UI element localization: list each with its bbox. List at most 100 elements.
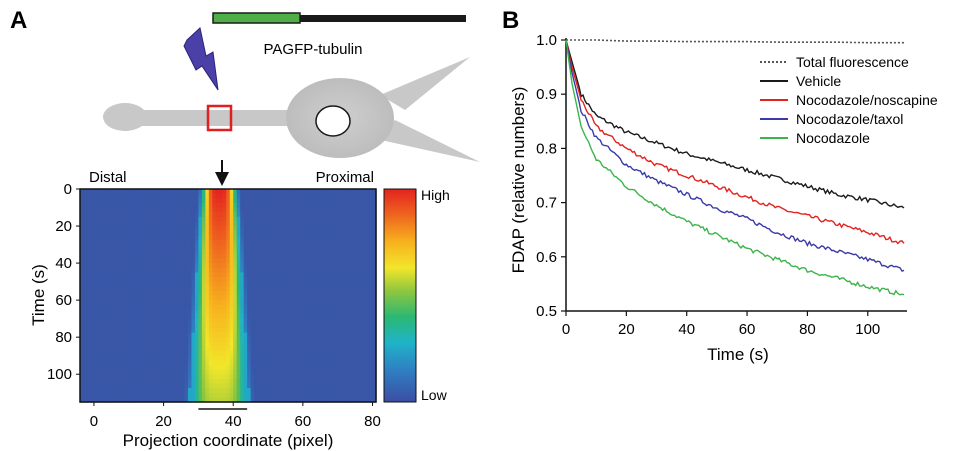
heatmap-cell — [355, 198, 360, 204]
heatmap-cell — [302, 258, 307, 264]
heatmap-cell — [372, 309, 377, 315]
heatmap-cell — [369, 360, 374, 366]
heatmap-cell — [160, 249, 165, 255]
heatmap-cell — [86, 300, 92, 306]
heatmap-cell — [330, 383, 335, 389]
heatmap-cell — [250, 212, 255, 218]
heatmap-cell — [187, 355, 193, 361]
heatmap-cell — [121, 369, 126, 375]
heatmap-cell — [250, 383, 255, 389]
heatmap-cell — [348, 244, 353, 250]
heatmap-cell — [229, 378, 234, 385]
heatmap-cell — [187, 360, 193, 366]
heatmap-cell — [198, 276, 203, 283]
heatmap-cell — [104, 267, 109, 273]
heatmap-cell — [254, 263, 259, 269]
heatmap-cell — [153, 397, 158, 403]
heatmap-cell — [111, 286, 116, 292]
heatmap-cell — [285, 244, 290, 250]
heatmap-cell — [174, 290, 179, 297]
heatmap-cell — [358, 355, 363, 361]
heatmap-cell — [313, 332, 318, 338]
heatmap-cell — [264, 212, 269, 218]
heatmap-cell — [372, 202, 377, 209]
heatmap-cell — [257, 267, 262, 273]
heatmap-cell — [285, 212, 290, 218]
heatmap-cell — [104, 221, 109, 227]
heatmap-cell — [222, 198, 227, 204]
heatmap-cell — [372, 263, 377, 269]
heatmap-cell — [306, 239, 311, 246]
heatmap-cell — [194, 258, 199, 264]
heatmap-cell — [372, 364, 377, 371]
heatmap-cell — [114, 230, 119, 236]
heatmap-cell — [80, 318, 85, 324]
heatmap-cell — [372, 207, 377, 213]
heatmap-cell — [111, 272, 116, 278]
heatmap-cell — [264, 235, 269, 241]
heatmap-cell — [365, 198, 370, 204]
heatmap-cell — [174, 239, 179, 246]
heatmap-cell — [236, 323, 241, 329]
heatmap-cell — [295, 198, 300, 204]
heatmap-cell — [257, 369, 262, 375]
heatmap-cell — [316, 392, 321, 398]
heatmap-cell — [177, 355, 182, 361]
heatmap-cell — [302, 198, 307, 204]
heatmap-cell — [201, 304, 206, 310]
heatmap-cell — [104, 369, 109, 375]
heatmap-cell — [191, 239, 196, 246]
heatmap-cell — [372, 378, 377, 385]
heatmap-cell — [198, 267, 203, 273]
heatmap-cell — [156, 374, 161, 380]
heatmap-cell — [240, 295, 245, 301]
heatmap-cell — [257, 341, 262, 348]
heatmap-cell — [302, 364, 307, 371]
heatmap-cell — [320, 239, 325, 246]
heatmap-cell — [292, 221, 297, 227]
heatmap-cell — [302, 226, 307, 232]
heatmap-cell — [208, 346, 213, 352]
heatmap-cell — [309, 392, 314, 398]
heatmap-cell — [111, 276, 116, 283]
heatmap-cell — [334, 198, 339, 204]
heatmap-cell — [243, 323, 248, 329]
heatmap-cell — [236, 374, 241, 380]
heatmap-cell — [247, 207, 252, 213]
heatmap-cell — [121, 392, 126, 398]
heatmap-cell — [135, 235, 140, 241]
heatmap-cell — [135, 309, 140, 315]
heatmap-cell — [121, 198, 126, 204]
heatmap-cell — [240, 207, 245, 213]
heatmap-cell — [128, 207, 133, 213]
heatmap-cell — [250, 198, 255, 204]
heatmap-cell — [344, 230, 349, 236]
heatmap-cell — [264, 253, 269, 260]
heatmap-cell — [90, 323, 95, 329]
heatmap-cell — [135, 276, 140, 283]
heatmap-cell — [170, 221, 175, 227]
heatmap-cell — [184, 360, 189, 366]
heatmap-cell — [299, 309, 304, 315]
heatmap-cell — [268, 323, 273, 329]
heatmap-cell — [180, 374, 186, 380]
heatmap-cell — [278, 286, 283, 292]
heatmap-cell — [348, 226, 353, 232]
heatmap-cell — [323, 290, 328, 297]
heatmap-cell — [180, 318, 186, 324]
heatmap-cell — [111, 207, 116, 213]
heatmap-cell — [226, 346, 231, 352]
heatmap-cell — [240, 267, 245, 273]
heatmap-cell — [121, 337, 126, 343]
heatmap-cell — [278, 337, 283, 343]
heatmap-cell — [271, 332, 276, 338]
heatmap-cell — [247, 374, 252, 380]
heatmap-cell — [83, 207, 88, 213]
heatmap-cell — [107, 369, 112, 375]
heatmap-cell — [100, 281, 105, 287]
heatmap-cell — [288, 276, 294, 283]
heatmap-cell — [90, 276, 95, 283]
heatmap-cell — [107, 226, 112, 232]
heatmap-cell — [111, 193, 116, 199]
heatmap-cell — [299, 258, 304, 264]
